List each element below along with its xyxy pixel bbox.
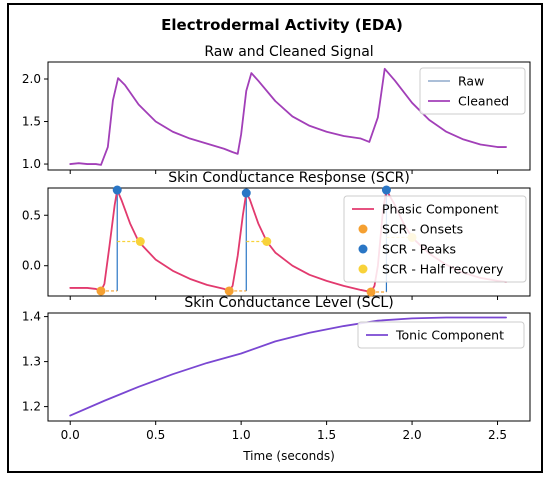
panel-raw-cleaned: 1.0 1.5 2.0 Raw Cleaned — [22, 61, 531, 174]
scr-peak-marker — [381, 185, 391, 195]
scr-half-recovery-marker — [262, 236, 272, 246]
legend-box — [357, 321, 525, 349]
legend-entry-label: Tonic Component — [395, 328, 504, 343]
x-tick-label: 1.0 — [232, 428, 251, 442]
legend-entry-label: SCR - Peaks — [382, 242, 456, 257]
x-tick-label: 0.0 — [61, 428, 80, 442]
x-axis-label: Time (seconds) — [242, 449, 335, 463]
x-tick-label: 2.0 — [403, 428, 422, 442]
tonic-component-line — [69, 316, 507, 417]
panel-3-title: Skin Conductance Level (SCL) — [184, 295, 393, 311]
scr-peak-marker — [241, 188, 251, 198]
scr-peak-marker — [112, 185, 122, 195]
panel-scr: 0.0 0.5 Phasic Component SCR - Onsets SCR - … — [22, 185, 531, 300]
y-tick-label: 0.5 — [22, 208, 41, 222]
legend-swatch-marker — [358, 224, 368, 234]
legend-entry-label: Cleaned — [458, 94, 509, 109]
legend-swatch-marker — [358, 264, 368, 274]
y-tick-label: 2.0 — [22, 72, 41, 86]
y-tick-label: 1.2 — [22, 400, 41, 414]
legend-box — [343, 195, 527, 283]
scr-onset-marker — [224, 286, 234, 296]
x-tick-label: 0.5 — [146, 428, 165, 442]
plot-frame — [47, 187, 531, 297]
legend-entry-label: Raw — [458, 74, 484, 89]
panel-1-title: Raw and Cleaned Signal — [204, 44, 373, 60]
y-tick-label: 1.0 — [22, 157, 41, 171]
figure-title: Electrodermal Activity (EDA) — [161, 16, 403, 34]
figure-border — [7, 3, 543, 473]
legend-entry-label: Phasic Component — [382, 202, 499, 217]
legend-swatch-marker — [358, 244, 368, 254]
scr-onset-marker — [96, 286, 106, 296]
legend-entry-label: SCR - Half recovery — [382, 262, 504, 277]
y-tick-label: 1.3 — [22, 355, 41, 369]
scr-half-recovery-marker — [135, 236, 145, 246]
plot-frame — [47, 312, 531, 422]
legend-box — [419, 67, 526, 115]
plot-frame — [47, 61, 531, 171]
y-tick-label: 1.5 — [22, 115, 41, 129]
x-tick-label: 1.5 — [317, 428, 336, 442]
cleaned-signal-line — [69, 67, 507, 166]
y-tick-label: 0.0 — [22, 259, 41, 273]
panel-2-title: Skin Conductance Response (SCR) — [168, 170, 410, 186]
y-tick-label: 1.4 — [22, 310, 41, 324]
panel-scl: 1.2 1.3 1.4 0.0 0.5 1.0 1.5 2.0 2.5 Tonic Compone… — [22, 310, 531, 442]
x-tick-label: 2.5 — [488, 428, 507, 442]
legend-entry-label: SCR - Onsets — [382, 222, 463, 237]
scr-onset-marker — [366, 287, 376, 297]
